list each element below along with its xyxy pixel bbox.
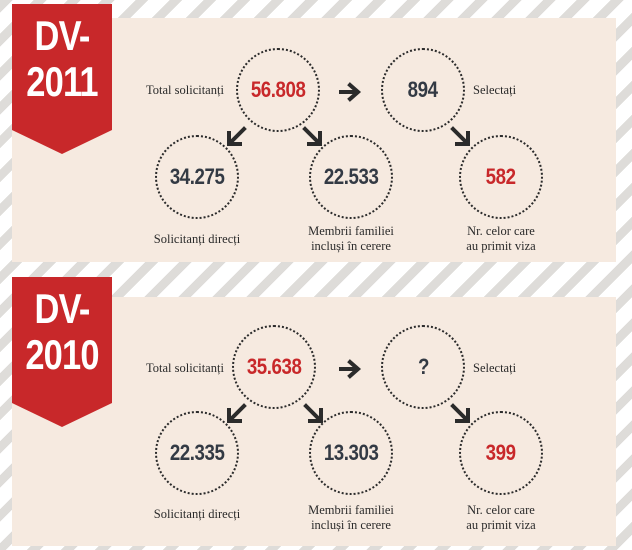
arrow-down-right-icon [303,403,323,423]
visas-granted-label-line-2: au primit viza [466,239,536,253]
direct-applicants-label: Solicitanți direcți [153,507,241,521]
direct-applicants-label: Solicitanți direcți [153,232,241,246]
family-members-circle: 22.533 [309,135,393,219]
arrow-right-icon [339,359,362,379]
total-applicants-label: Total solicitanți [146,361,224,375]
year-ribbon: DV- 2011 [12,4,112,154]
family-members-label-line-2: incluși în cerere [311,518,391,532]
visas-granted-circle: 399 [459,411,543,495]
ribbon-line-2: 2011 [26,58,98,105]
selected-circle: ? [381,325,465,409]
selected-value: ? [417,354,429,379]
visas-granted-value: 582 [486,164,516,189]
selected-value: 894 [408,77,438,102]
visas-granted-label-line-2: au primit viza [466,518,536,532]
arrow-down-right-icon [450,126,470,146]
year-ribbon: DV- 2010 [12,277,112,427]
visas-granted-label: Nr. celor care au primit viza [441,224,561,254]
family-members-value: 13.303 [323,440,379,465]
direct-applicants-circle: 22.335 [155,411,239,495]
visas-granted-label: Nr. celor care au primit viza [441,503,561,533]
total-applicants-circle: 56.808 [236,48,320,132]
arrow-right-icon [339,82,362,102]
total-applicants-circle: 35.638 [232,325,316,409]
direct-applicants-value: 34.275 [169,164,225,189]
family-members-label-line-2: incluși în cerere [311,239,391,253]
ribbon-line-2: 2010 [25,331,99,378]
family-members-label: Membrii familiei incluși în cerere [291,224,411,254]
visas-granted-label-line-1: Nr. celor care [467,224,535,238]
arrow-down-right-icon [302,126,322,146]
total-applicants-value: 35.638 [246,354,302,379]
ribbon-line-1: DV- [34,285,91,332]
arrow-down-left-icon [227,126,247,146]
family-members-label: Membrii familiei incluși în cerere [291,503,411,533]
family-members-circle: 13.303 [309,411,393,495]
selected-circle: 894 [381,48,465,132]
direct-applicants-value: 22.335 [169,440,225,465]
visas-granted-value: 399 [486,440,516,465]
family-members-label-line-1: Membrii familiei [308,503,394,517]
direct-applicants-circle: 34.275 [155,135,239,219]
selected-label: Selectați [473,361,517,375]
family-members-value: 22.533 [323,164,379,189]
infographic-panel-dv-2010: DV- 2010 Total solicitanți 35.638 ? Sele… [12,277,616,546]
visas-granted-label-line-1: Nr. celor care [467,503,535,517]
arrow-down-right-icon [450,403,470,423]
total-applicants-value: 56.808 [250,77,306,102]
family-members-label-line-1: Membrii familiei [308,224,394,238]
visas-granted-circle: 582 [459,135,543,219]
selected-label: Selectați [473,83,517,97]
ribbon-line-1: DV- [34,12,91,59]
total-applicants-label: Total solicitanți [146,83,224,97]
arrow-down-left-icon [227,403,247,423]
infographic-panel-dv-2011: DV- 2011 Total solicitanți 56.808 894 Se… [12,4,616,262]
